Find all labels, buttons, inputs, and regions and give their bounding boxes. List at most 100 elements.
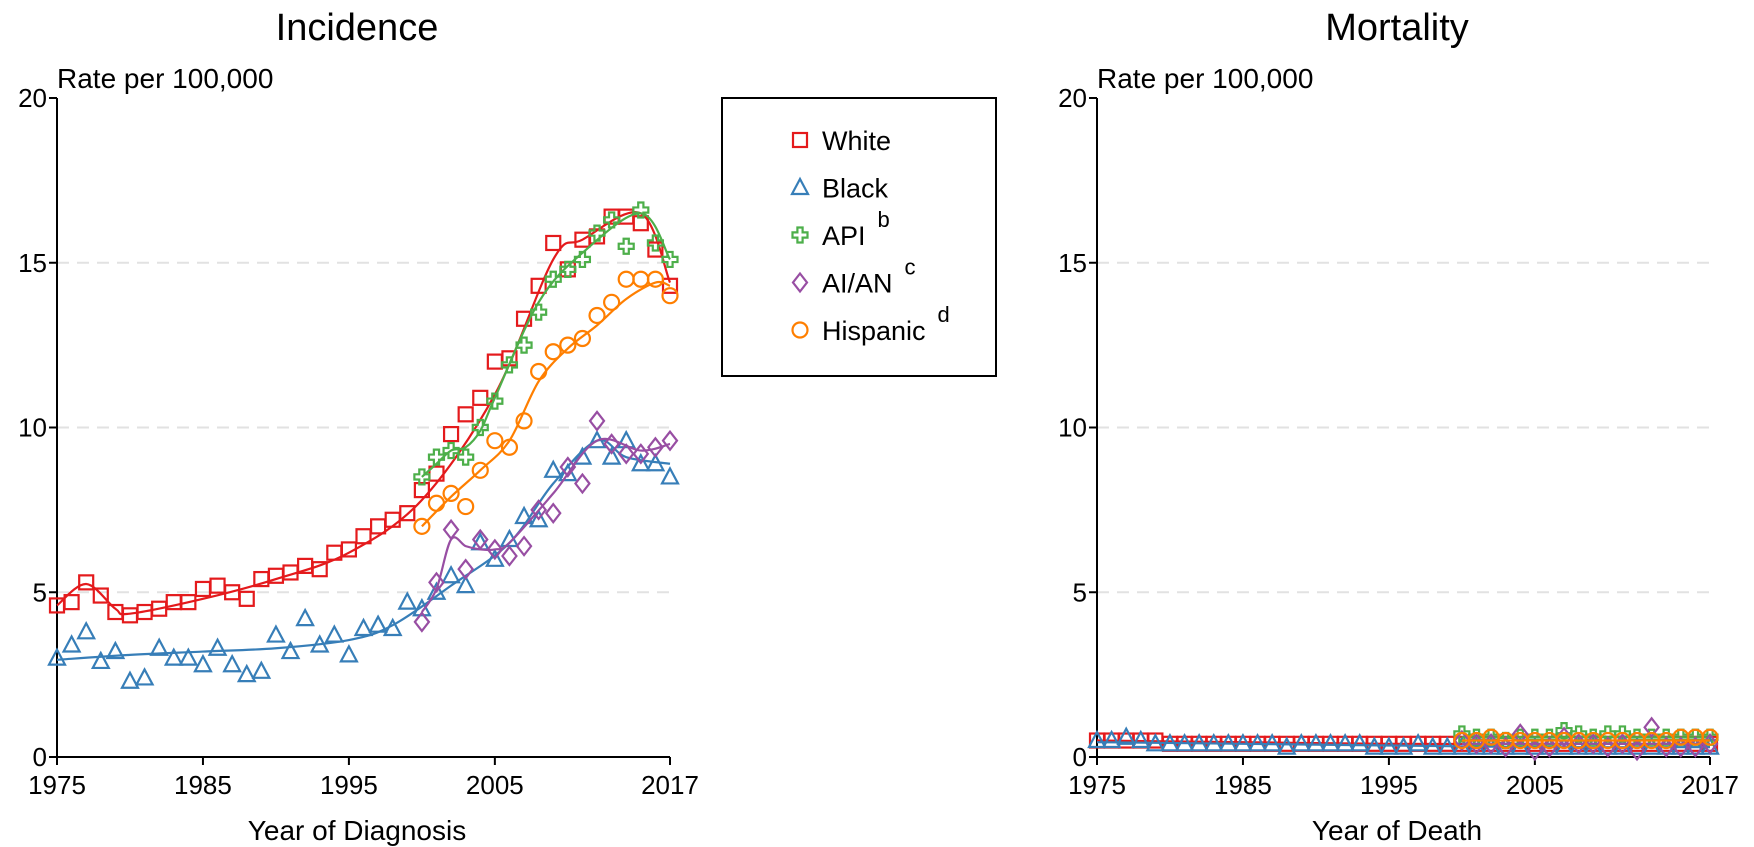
- incidence-black-trend-line: [56, 438, 671, 661]
- incidence-white-point-2002: [442, 425, 460, 443]
- incidence-black-point-1993: [309, 634, 330, 653]
- legend-label-black: Black: [822, 174, 889, 204]
- incidence-api-point-2014: [617, 237, 635, 255]
- incidence-api-point-2015: [632, 201, 650, 219]
- mortality-black-point-1979: [1145, 732, 1166, 752]
- incidence-y-tick-label-10: 10: [18, 413, 47, 443]
- mortality-black-point-1989: [1291, 732, 1312, 752]
- legend-label-ai-an: AI/AN: [822, 269, 893, 299]
- legend-item-black: Black: [790, 174, 889, 204]
- legend-box: [721, 97, 997, 377]
- incidence-ai-an-point-2005: [486, 538, 504, 561]
- mortality-api-point-2007: [1555, 722, 1573, 740]
- incidence-black-point-1976: [61, 634, 82, 653]
- incidence-white-point-1979: [107, 603, 124, 621]
- incidence-x-tick-label-1995: 1995: [320, 770, 378, 800]
- incidence-black-point-2003: [455, 574, 476, 594]
- mortality-panel: Mortality Rate per 100,000 Year of Death…: [1058, 7, 1739, 846]
- incidence-white-point-1976: [63, 594, 80, 611]
- legend-label-white: White: [822, 126, 891, 156]
- incidence-api-point-2001: [427, 448, 446, 466]
- incidence-series-black: [47, 429, 680, 689]
- incidence-black-point-1985: [193, 653, 213, 673]
- incidence-api-point-2002: [442, 441, 460, 460]
- incidence-hispanic-trend-line: [421, 280, 671, 528]
- incidence-hispanic-point-2013: [603, 293, 621, 311]
- incidence-black-point-1988: [236, 663, 257, 683]
- incidence-black-point-1995: [339, 644, 359, 663]
- incidence-white-point-1993: [311, 561, 328, 578]
- incidence-black-point-2001: [426, 581, 447, 600]
- incidence-black-point-1979: [105, 640, 126, 660]
- legend-footnote-api: b: [878, 207, 890, 232]
- incidence-hispanic-point-2002: [442, 484, 460, 502]
- incidence-black-point-2009: [543, 459, 564, 478]
- incidence-white-point-1999: [399, 505, 416, 522]
- incidence-ai-an-point-2010: [559, 456, 577, 478]
- legend-footnote-ai-an: c: [905, 255, 916, 280]
- incidence-y-axis-label: Rate per 100,000: [57, 63, 273, 94]
- incidence-ai-an-point-2016: [647, 436, 664, 459]
- incidence-ai-an-point-2008: [530, 499, 548, 521]
- incidence-black-point-1983: [163, 647, 184, 666]
- mortality-black-point-1997: [1408, 732, 1428, 752]
- incidence-white-point-2015: [632, 215, 649, 232]
- mortality-black-point-1987: [1262, 732, 1282, 752]
- legend: White Black API b AI/AN c Hispanic d: [721, 97, 997, 377]
- mortality-x-tick-label-1985: 1985: [1214, 770, 1272, 800]
- incidence-white-point-1985: [194, 580, 212, 598]
- incidence-black-point-1981: [134, 667, 155, 686]
- incidence-black-point-2011: [572, 446, 593, 465]
- incidence-black-point-1998: [382, 617, 403, 637]
- incidence-api-point-2004: [471, 418, 489, 437]
- incidence-black-point-1986: [207, 637, 228, 656]
- incidence-black-point-2002: [441, 564, 461, 584]
- incidence-black-point-2014: [616, 429, 637, 449]
- incidence-api-point-2005: [486, 392, 504, 410]
- incidence-black-point-1982: [149, 637, 170, 656]
- mortality-y-tick-label-20: 20: [1058, 83, 1087, 113]
- incidence-white-point-2004: [472, 389, 489, 406]
- incidence-hispanic-point-2016: [646, 270, 665, 288]
- incidence-api-point-2010: [559, 260, 577, 278]
- incidence-y-tick-label-15: 15: [18, 248, 47, 278]
- incidence-white-point-1997: [369, 518, 387, 535]
- mortality-black-point-1978: [1130, 729, 1151, 749]
- incidence-black-point-1980: [120, 670, 140, 689]
- incidence-black-point-1984: [178, 647, 199, 666]
- legend-item-api: API b: [791, 207, 890, 251]
- mortality-black-point-1998: [1422, 736, 1443, 755]
- incidence-api-point-2003: [457, 448, 475, 466]
- incidence-white-point-1996: [355, 528, 372, 545]
- incidence-x-tick-label-2005: 2005: [466, 770, 524, 800]
- mortality-black-point-1995: [1379, 736, 1399, 755]
- legend-item-white: White: [791, 126, 891, 156]
- incidence-white-point-2009: [545, 234, 562, 252]
- mortality-x-tick-label-2017: 2017: [1681, 770, 1739, 800]
- incidence-hispanic-point-2004: [471, 461, 489, 479]
- incidence-ai-an-point-2006: [501, 545, 518, 567]
- mortality-black-point-1991: [1320, 732, 1341, 752]
- incidence-black-point-1997: [368, 614, 388, 633]
- incidence-api-point-2012: [588, 224, 606, 242]
- mortality-black-point-1980: [1160, 732, 1180, 752]
- incidence-hispanic-point-2003: [457, 497, 475, 516]
- incidence-series-white: [48, 208, 679, 624]
- incidence-black-point-1990: [266, 624, 286, 643]
- mortality-ai-an-point-2010: [1599, 736, 1617, 758]
- mortality-black-point-1983: [1203, 732, 1224, 752]
- mortality-ai-an-point-2004: [1511, 723, 1529, 745]
- mortality-black-point-1994: [1364, 736, 1385, 755]
- incidence-api-point-2009: [544, 270, 562, 288]
- incidence-hispanic-point-2009: [544, 343, 562, 361]
- mortality-black-point-1982: [1189, 732, 1209, 752]
- incidence-ai-an-point-2000: [413, 611, 431, 633]
- incidence-series-ai-an: [413, 410, 679, 633]
- mortality-hispanic-point-2017: [1701, 728, 1719, 746]
- incidence-ai-an-point-2012: [588, 410, 606, 432]
- incidence-ai-an-point-2011: [574, 472, 591, 495]
- incidence-white-point-2008: [530, 277, 547, 294]
- incidence-api-point-2013: [603, 211, 621, 229]
- mortality-black-point-1977: [1116, 726, 1137, 745]
- mortality-x-tick-label-1975: 1975: [1068, 770, 1126, 800]
